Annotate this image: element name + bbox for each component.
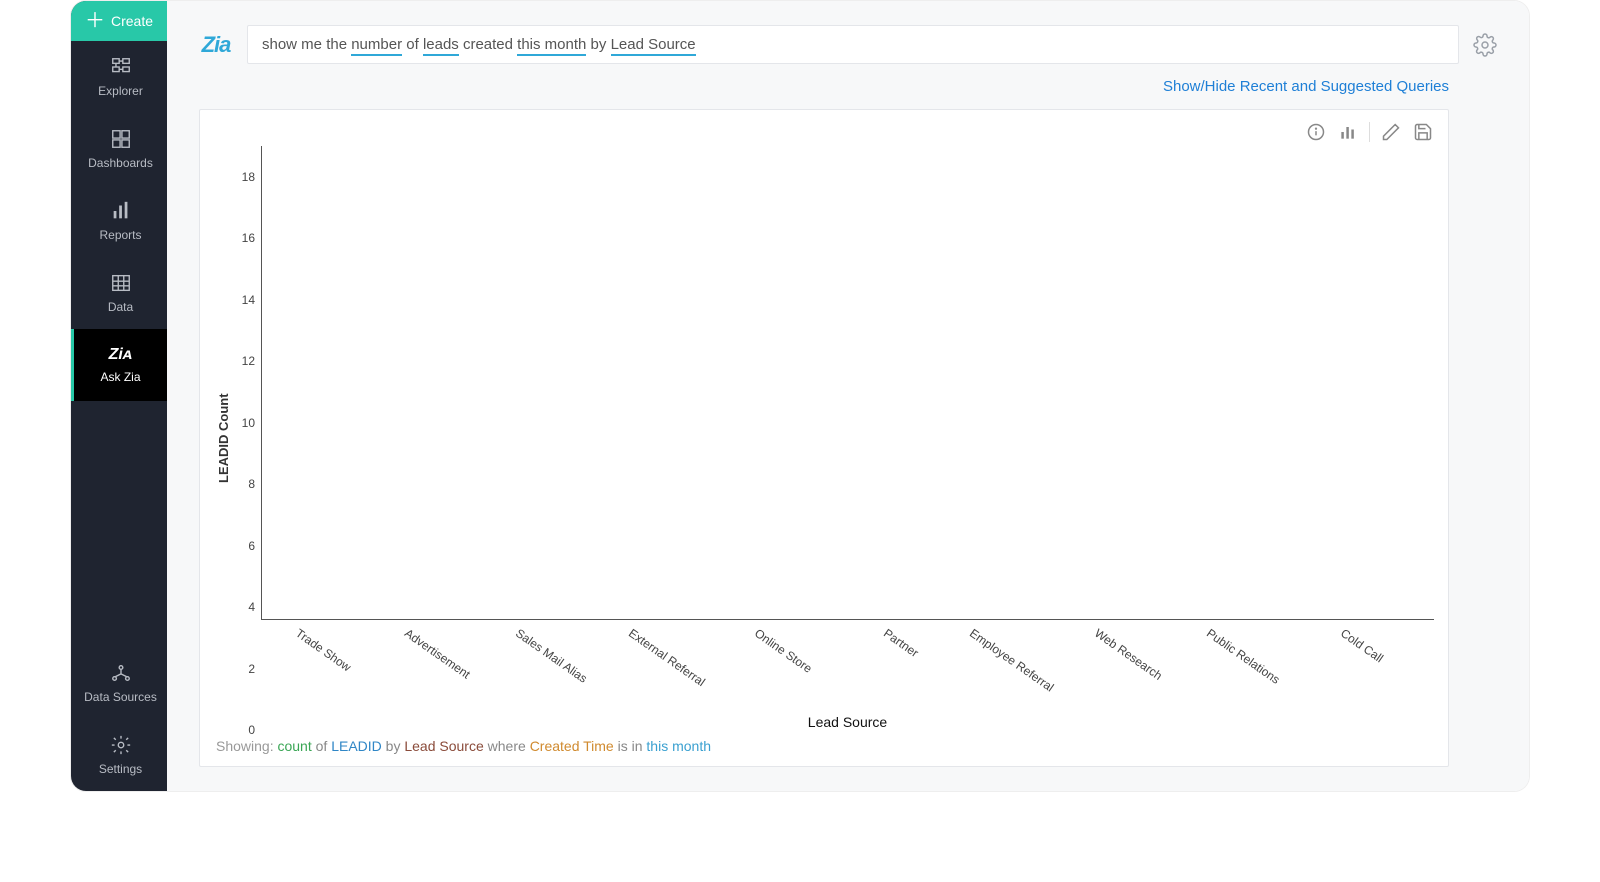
sidebar-item-dashboards[interactable]: Dashboards xyxy=(71,113,167,185)
showing-token: is in xyxy=(614,738,647,754)
showing-token: count xyxy=(277,738,311,754)
zia-icon: Ziᴀ xyxy=(109,346,133,364)
app-root: ＋ Create Explorer Dashboards Reports Dat… xyxy=(70,0,1530,792)
query-row: Zia show me the number of leads created … xyxy=(199,25,1497,64)
save-icon xyxy=(1413,122,1433,142)
showing-token: of xyxy=(312,738,331,754)
sidebar-item-label: Data xyxy=(108,300,133,314)
create-button-label: Create xyxy=(111,13,153,29)
sidebar-item-label: Data Sources xyxy=(84,690,157,704)
data-sources-icon xyxy=(110,662,132,684)
query-token: show me the xyxy=(262,36,351,53)
explorer-icon xyxy=(110,56,132,78)
create-button[interactable]: ＋ Create xyxy=(71,1,167,41)
sidebar-item-label: Reports xyxy=(99,228,141,242)
reports-icon xyxy=(110,200,132,222)
bars-container xyxy=(261,146,1434,620)
chart-card: LEADID Count 18 16 14 12 10 8 6 4 2 0 Trade ShowA… xyxy=(199,109,1449,767)
x-tick-label: Partner xyxy=(840,626,922,719)
chart-toolbar xyxy=(214,118,1434,146)
y-tick: 8 xyxy=(248,477,255,491)
y-tick: 6 xyxy=(248,539,255,553)
y-axis-ticks: 181614121086420 xyxy=(233,146,261,730)
chart-plot: Trade ShowAdvertisementSales Mail AliasE… xyxy=(261,146,1434,730)
sidebar-spacer xyxy=(71,401,167,647)
x-label-slot: Public Relations xyxy=(1193,620,1308,712)
sidebar-item-label: Settings xyxy=(99,762,142,776)
y-tick: 14 xyxy=(242,293,255,307)
chart-area: LEADID Count 181614121086420 Trade ShowA… xyxy=(214,146,1434,730)
query-token-underlined: this month xyxy=(517,36,586,56)
y-tick: 18 xyxy=(242,170,255,184)
sidebar-item-label: Ask Zia xyxy=(100,370,140,384)
dashboards-icon xyxy=(110,128,132,150)
toggle-suggestions-link[interactable]: Show/Hide Recent and Suggested Queries xyxy=(199,78,1449,95)
showing-token: by xyxy=(382,738,405,754)
gear-icon xyxy=(110,734,132,756)
y-tick: 12 xyxy=(242,354,255,368)
info-button[interactable] xyxy=(1305,121,1327,143)
query-token-underlined: Lead Source xyxy=(611,36,696,56)
zia-logo: Zia xyxy=(199,32,233,58)
sidebar-item-ask-zia[interactable]: Ziᴀ Ask Zia xyxy=(71,329,167,401)
sidebar-item-data[interactable]: Data xyxy=(71,257,167,329)
x-axis-labels: Trade ShowAdvertisementSales Mail AliasE… xyxy=(261,620,1434,712)
info-icon xyxy=(1306,122,1326,142)
query-token-underlined: leads xyxy=(423,36,459,56)
y-axis-label: LEADID Count xyxy=(214,146,233,730)
y-tick: 2 xyxy=(248,662,255,676)
edit-button[interactable] xyxy=(1380,121,1402,143)
query-token: by xyxy=(586,36,610,53)
sidebar-item-label: Explorer xyxy=(98,84,143,98)
plus-icon: ＋ xyxy=(85,11,105,31)
main-area: Zia show me the number of leads created … xyxy=(167,1,1529,791)
x-label-slot: Online Store xyxy=(732,620,847,712)
save-button[interactable] xyxy=(1412,121,1434,143)
sidebar: ＋ Create Explorer Dashboards Reports Dat… xyxy=(71,1,167,791)
sidebar-item-label: Dashboards xyxy=(88,156,153,170)
gear-icon xyxy=(1473,33,1497,57)
y-tick: 16 xyxy=(242,231,255,245)
settings-gear-button[interactable] xyxy=(1473,33,1497,57)
sidebar-item-reports[interactable]: Reports xyxy=(71,185,167,257)
showing-summary: Showing: count of LEADID by Lead Source … xyxy=(214,730,1434,754)
data-icon xyxy=(110,272,132,294)
showing-token: LEADID xyxy=(331,738,382,754)
chart-type-button[interactable] xyxy=(1337,121,1359,143)
showing-token: Lead Source xyxy=(404,738,483,754)
query-token: created xyxy=(459,36,517,53)
pencil-icon xyxy=(1381,122,1401,142)
query-input[interactable]: show me the number of leads created this… xyxy=(247,25,1459,64)
bar-chart-icon xyxy=(1338,122,1358,142)
showing-prefix: Showing: xyxy=(216,738,277,754)
query-token-underlined: number xyxy=(351,36,402,56)
sidebar-item-data-sources[interactable]: Data Sources xyxy=(71,647,167,719)
y-tick: 0 xyxy=(248,723,255,737)
toolbar-divider xyxy=(1369,122,1370,142)
x-label-slot: Cold Call xyxy=(1309,620,1424,712)
sidebar-item-explorer[interactable]: Explorer xyxy=(71,41,167,113)
sidebar-item-settings[interactable]: Settings xyxy=(71,719,167,791)
y-tick: 4 xyxy=(248,600,255,614)
y-tick: 10 xyxy=(242,416,255,430)
query-token: of xyxy=(402,36,423,53)
showing-token: where xyxy=(484,738,530,754)
x-tick-label: Cold Call xyxy=(1297,626,1386,724)
